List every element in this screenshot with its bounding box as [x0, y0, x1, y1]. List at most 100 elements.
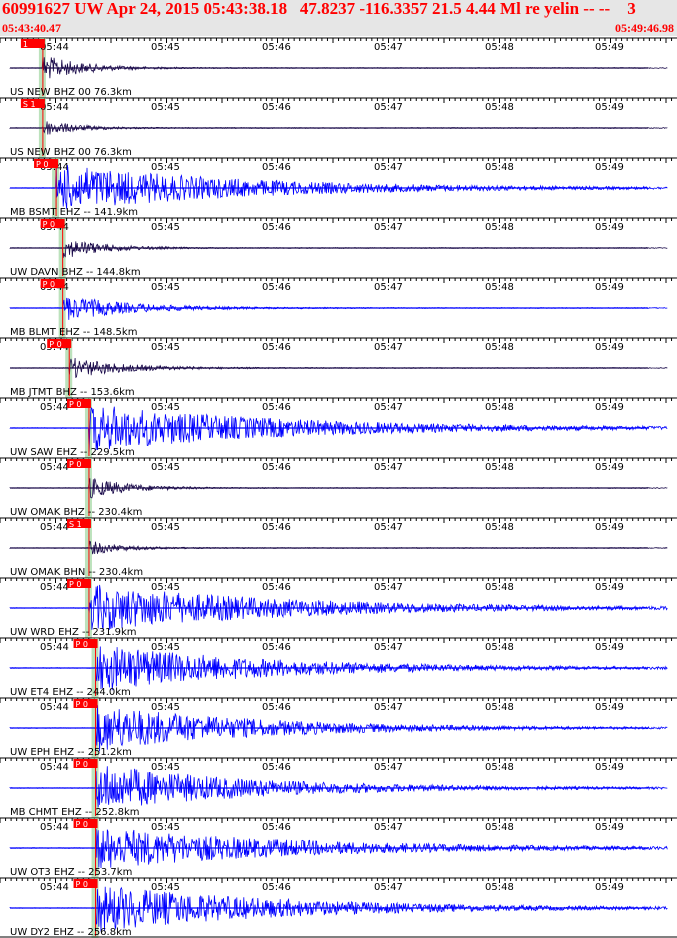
pick-flag-label: P 0 — [76, 700, 88, 709]
station-label: UW DAVN BHZ -- 144.8km — [10, 267, 141, 278]
time-tick-label: 05:45 — [151, 102, 180, 113]
time-tick-label: 05:44 — [40, 822, 69, 833]
time-tick-label: 05:44 — [40, 42, 69, 53]
pick-flag-label: P 0 — [69, 580, 81, 589]
time-tick-label: 05:48 — [485, 702, 514, 713]
time-tick-label: 05:46 — [262, 42, 291, 53]
time-tick-label: 05:47 — [374, 222, 403, 233]
time-tick-label: 05:49 — [595, 642, 624, 653]
time-tick-label: 05:47 — [374, 642, 403, 653]
time-tick-label: 05:48 — [485, 402, 514, 413]
time-tick-label: 05:48 — [485, 102, 514, 113]
time-tick-label: 05:46 — [262, 222, 291, 233]
station-label: MB CHMT EHZ -- 252.8km — [10, 807, 140, 818]
time-tick-label: 05:44 — [40, 642, 69, 653]
station-label: US NEW BHZ 00 76.3km — [10, 87, 132, 98]
time-tick-label: 05:46 — [262, 822, 291, 833]
time-tick-label: 05:47 — [374, 882, 403, 893]
pick-flag-label: P 0 — [43, 280, 55, 289]
time-tick-label: 05:44 — [40, 402, 69, 413]
waveform-trace — [9, 241, 668, 258]
time-tick-label: 05:45 — [151, 702, 180, 713]
pick-flag-label: P 0 — [69, 460, 81, 469]
time-tick-label: 05:48 — [485, 282, 514, 293]
waveform-trace — [9, 406, 668, 452]
time-tick-label: 05:46 — [262, 462, 291, 473]
time-tick-label: 05:49 — [595, 822, 624, 833]
time-tick-label: 05:44 — [40, 102, 69, 113]
time-tick-label: 05:48 — [485, 162, 514, 173]
pick-flag — [66, 519, 91, 528]
time-tick-label: 05:46 — [262, 762, 291, 773]
station-label: UW WRD EHZ -- 231.9km — [10, 627, 137, 638]
time-tick-label: 05:44 — [40, 702, 69, 713]
time-tick-label: 05:47 — [374, 402, 403, 413]
time-tick-label: 05:49 — [595, 762, 624, 773]
waveform-trace — [9, 766, 668, 808]
time-tick-label: 05:45 — [151, 42, 180, 53]
time-tick-label: 05:48 — [485, 822, 514, 833]
end-time: 05:49:46.98 — [615, 21, 674, 35]
waveform-trace — [9, 297, 668, 320]
waveform-trace — [9, 886, 668, 932]
time-tick-label: 05:49 — [595, 882, 624, 893]
time-tick-label: 05:49 — [595, 582, 624, 593]
station-label: MB BLMT EHZ -- 148.5km — [10, 327, 137, 338]
time-tick-label: 05:47 — [374, 702, 403, 713]
station-label: UW SAW EHZ -- 229.5km — [10, 447, 135, 458]
pick-flag — [73, 819, 98, 828]
waveform-trace — [9, 705, 668, 752]
time-tick-label: 05:47 — [374, 822, 403, 833]
time-tick-label: 05:46 — [262, 522, 291, 533]
time-tick-label: 05:46 — [262, 342, 291, 353]
time-tick-label: 05:48 — [485, 642, 514, 653]
pick-flag — [20, 39, 45, 48]
waveform-trace — [9, 829, 668, 869]
pick-flag — [66, 399, 91, 408]
time-tick-label: 05:47 — [374, 162, 403, 173]
time-tick-label: 05:48 — [485, 462, 514, 473]
station-label: UW OMAK BHN -- 230.4km — [10, 567, 143, 578]
time-tick-label: 05:45 — [151, 762, 180, 773]
time-tick-label: 05:47 — [374, 102, 403, 113]
pick-flag — [66, 579, 91, 588]
station-label: US NEW BHZ 00 76.3km — [10, 147, 132, 158]
pick-flag — [73, 699, 98, 708]
time-tick-label: 05:49 — [595, 342, 624, 353]
pick-flag — [66, 459, 91, 468]
time-tick-label: 05:49 — [595, 282, 624, 293]
time-tick-label: 05:45 — [151, 282, 180, 293]
time-tick-label: 05:45 — [151, 222, 180, 233]
time-tick-label: 05:47 — [374, 342, 403, 353]
pick-flag-label: P 0 — [69, 400, 81, 409]
time-tick-label: 05:45 — [151, 642, 180, 653]
time-tick-label: 05:45 — [151, 342, 180, 353]
pick-flag — [47, 339, 72, 348]
time-tick-label: 05:46 — [262, 702, 291, 713]
time-tick-label: 05:44 — [40, 522, 69, 533]
waveform-trace — [9, 164, 668, 210]
time-tick-label: 05:47 — [374, 282, 403, 293]
time-tick-label: 05:44 — [40, 462, 69, 473]
event-header: 60991627 UW Apr 24, 2015 05:43:38.18 47.… — [0, 0, 677, 36]
pick-flag — [40, 279, 65, 288]
time-tick-label: 05:49 — [595, 162, 624, 173]
event-title: 60991627 UW Apr 24, 2015 05:43:38.18 47.… — [2, 0, 636, 18]
time-tick-label: 05:49 — [595, 222, 624, 233]
time-tick-label: 05:45 — [151, 402, 180, 413]
time-tick-label: 05:47 — [374, 462, 403, 473]
time-tick-label: 05:48 — [485, 342, 514, 353]
time-tick-label: 05:46 — [262, 642, 291, 653]
station-label: UW OMAK BHZ -- 230.4km — [10, 507, 142, 518]
station-label: MB JTMT BHZ -- 153.6km — [10, 387, 135, 398]
time-tick-label: 05:47 — [374, 42, 403, 53]
time-tick-label: 05:44 — [40, 882, 69, 893]
time-tick-label: 05:48 — [485, 882, 514, 893]
time-tick-label: 05:48 — [485, 582, 514, 593]
pick-flag-label: P 0 — [49, 340, 61, 349]
station-label: UW OT3 EHZ -- 253.7km — [10, 867, 132, 878]
time-tick-label: 05:45 — [151, 462, 180, 473]
pick-flag-label: P 0 — [76, 760, 88, 769]
time-tick-label: 05:49 — [595, 42, 624, 53]
pick-flag-label: 1 — [23, 40, 28, 49]
